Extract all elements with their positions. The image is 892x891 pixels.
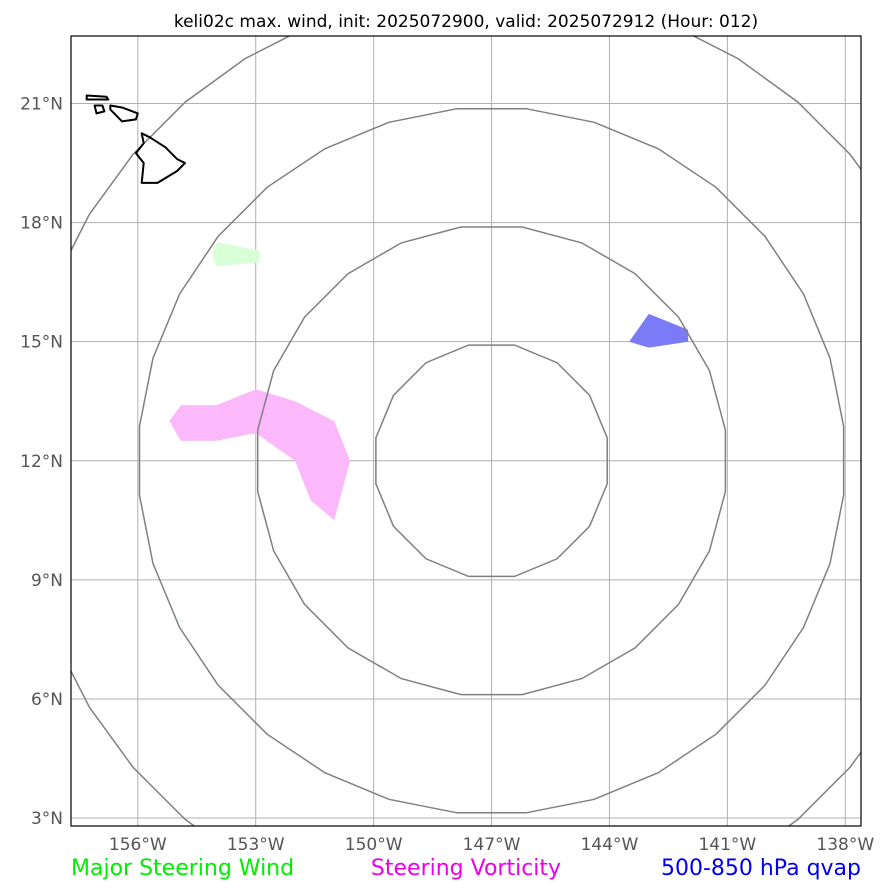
y-tick-labels: 21°N 18°N 15°N 12°N 9°N 6°N 3°N (20, 94, 63, 829)
range-ring (256, 226, 727, 696)
map-frame (70, 35, 862, 827)
range-ring (375, 344, 608, 578)
island-outline (109, 104, 139, 123)
y-tick-label: 12°N (20, 452, 63, 472)
plot-title: keli02c max. wind, init: 2025072900, val… (174, 12, 758, 32)
island-outline (93, 104, 106, 115)
x-tick-labels: 156°W 153°W 150°W 147°W 144°W 141°W 138°W (109, 835, 874, 855)
y-tick-label: 15°N (20, 333, 63, 353)
legend-label: Major Steering Wind (71, 856, 294, 881)
y-tick-label: 9°N (31, 571, 63, 591)
legend-label: 500-850 hPa qvap (661, 856, 861, 881)
y-tick-label: 21°N (20, 94, 63, 114)
y-tick-label: 18°N (20, 214, 63, 234)
hawaiian-islands-outline (85, 94, 186, 184)
x-tick-label: 156°W (109, 835, 167, 855)
major-steering-wind-area (212, 242, 260, 267)
steering-vorticity-area (169, 389, 351, 521)
y-tick-label: 3°N (31, 809, 63, 829)
x-tick-label: 150°W (345, 835, 403, 855)
y-tick-label: 6°N (31, 690, 63, 710)
x-tick-label: 141°W (698, 835, 756, 855)
range-ring (71, 36, 861, 826)
island-outline (134, 132, 186, 184)
x-tick-label: 153°W (227, 835, 285, 855)
field-areas (169, 242, 689, 622)
legend-label: Steering Vorticity (371, 856, 561, 881)
x-tick-label: 138°W (816, 835, 874, 855)
graticule (71, 36, 861, 826)
x-tick-label: 144°W (581, 835, 639, 855)
legend: Major Steering Wind Steering Vorticity 500… (71, 856, 861, 881)
major-steering-wind-area (179, 619, 183, 622)
island-outline (85, 94, 110, 101)
range-ring (138, 107, 845, 814)
500-850-hpa-qvap-area (629, 313, 689, 348)
x-tick-label: 147°W (463, 835, 521, 855)
range-rings (71, 36, 861, 826)
